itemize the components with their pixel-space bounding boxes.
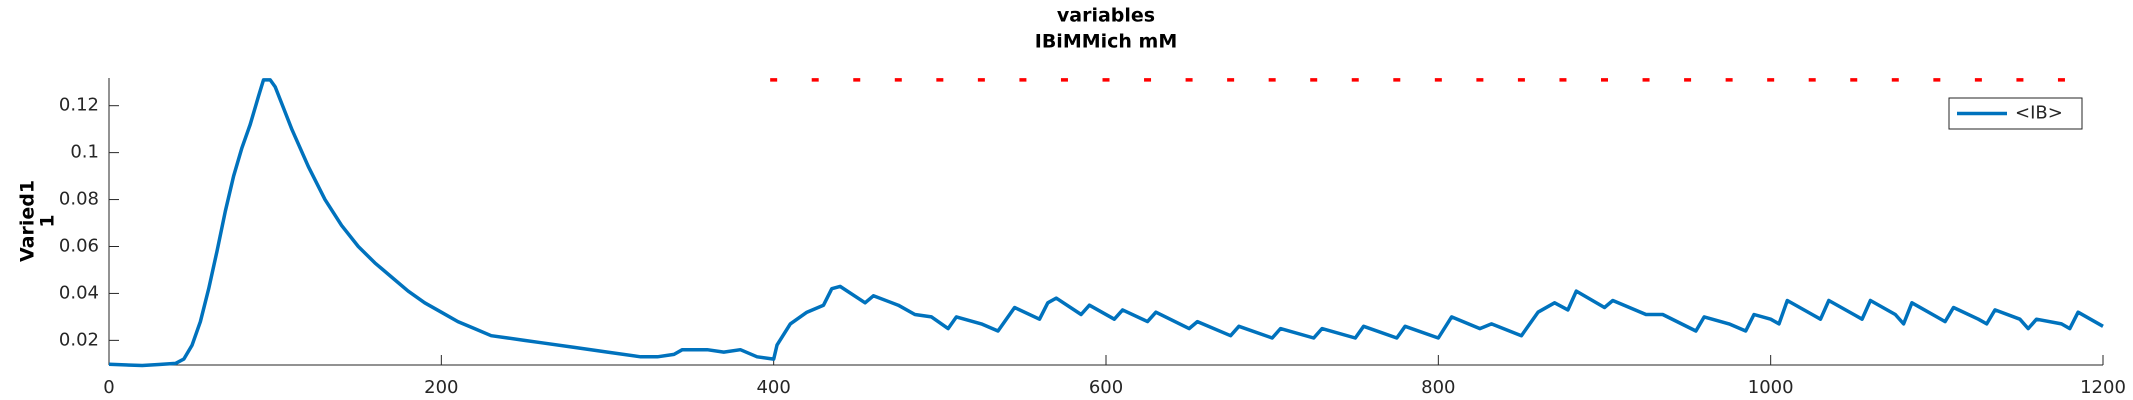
data-line (108, 78, 2104, 368)
x-tick-label: 1200 (2080, 377, 2126, 398)
y-axis-label: 1 (37, 214, 59, 227)
y-tick-label: 0.06 (59, 235, 99, 256)
x-tick-label: 600 (1089, 377, 1123, 398)
x-tick-label: 1000 (1748, 377, 1794, 398)
chart-subtitle: IBiMMich mM (1035, 31, 1178, 53)
y-tick-label: 0.1 (70, 142, 99, 163)
y-axis-label: Varied1 (17, 180, 39, 262)
x-tick-label: 200 (424, 377, 458, 398)
x-tick-label: 0 (103, 377, 114, 398)
y-tick-label: 0.12 (59, 95, 99, 116)
y-tick-label: 0.08 (59, 189, 99, 210)
y-tick-label: 0.02 (59, 329, 99, 350)
x-tick-label: 800 (1421, 377, 1455, 398)
chart-title: variables (1057, 5, 1155, 27)
y-tick-label: 0.04 (59, 282, 99, 303)
x-tick-label: 400 (756, 377, 790, 398)
legend-label: <IB> (2015, 103, 2063, 124)
